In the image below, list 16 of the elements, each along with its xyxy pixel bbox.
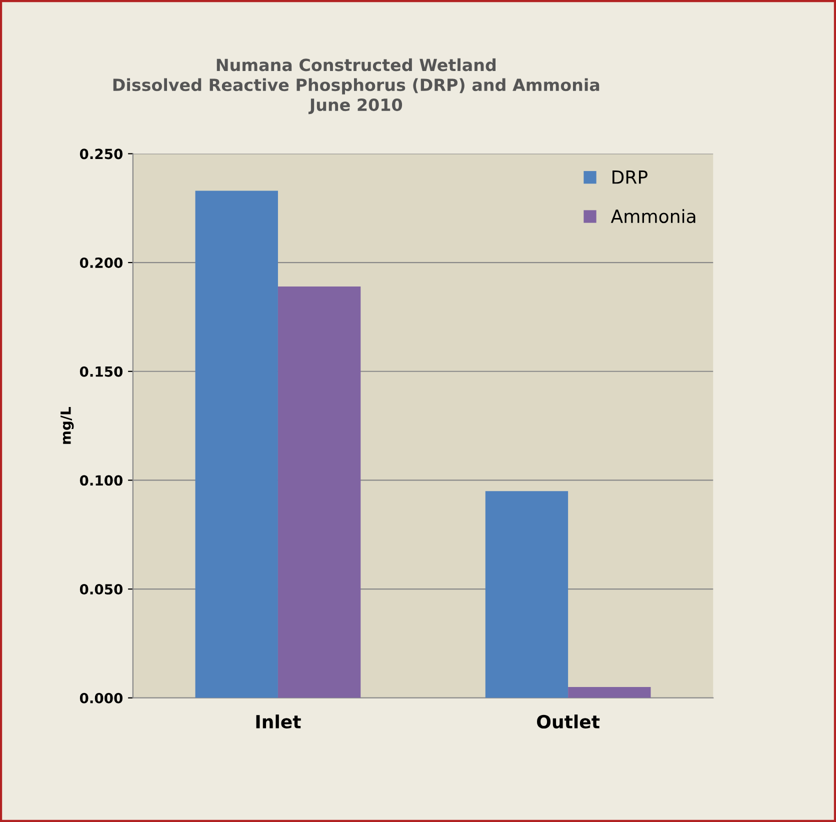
legend-label: Ammonia (610, 209, 696, 224)
chart-title: Numana Constructed Wetland Dissolved Reactive Phosphorus (DRP) and Ammonia June 2010 (113, 58, 600, 114)
legend-label: DRP (612, 170, 648, 184)
y-tick-label: 0.250 (80, 148, 123, 160)
y-tick-label: 0.050 (80, 584, 123, 595)
bar (485, 491, 568, 698)
x-tick-label: Outlet (537, 714, 600, 729)
y-tick-label: 0.150 (80, 366, 123, 377)
y-tick-label: 0.200 (80, 258, 123, 268)
y-axis-title: mg/L (60, 407, 74, 444)
y-tick-label: 0.000 (80, 692, 123, 704)
x-tick-label: Inlet (256, 714, 301, 729)
bar (278, 286, 361, 698)
y-tick-label: 0.100 (80, 475, 123, 486)
bar (195, 190, 278, 698)
bar (568, 686, 651, 698)
